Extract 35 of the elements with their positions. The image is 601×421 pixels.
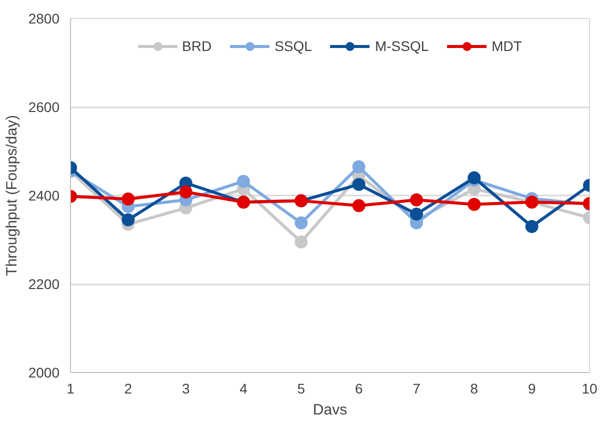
point	[122, 213, 135, 226]
point	[410, 208, 423, 221]
point	[352, 178, 366, 191]
point	[525, 220, 538, 233]
point	[410, 193, 423, 206]
x-tick-label: 3	[182, 380, 190, 396]
legend-label: MDT	[492, 38, 522, 54]
y-tick-label: 2400	[28, 188, 60, 204]
y-tick-label: 2200	[28, 276, 60, 292]
y-tick-label: 2600	[28, 99, 60, 115]
x-tick-label: 10	[582, 380, 598, 396]
y-tick-label: 2000	[28, 364, 60, 380]
x-tick-label: 5	[297, 380, 306, 396]
x-tick-label: 8	[470, 380, 478, 396]
point	[179, 185, 192, 198]
legend-label: SSQL	[274, 38, 312, 54]
x-tick-label: 6	[354, 380, 363, 396]
legend-label: BRD	[182, 38, 212, 54]
y-tick-label: 2800	[28, 10, 60, 26]
point	[294, 235, 308, 248]
point	[468, 171, 481, 184]
point	[468, 198, 481, 211]
x-tick-label: 9	[528, 380, 536, 396]
x-axis-title: Davs	[312, 402, 348, 418]
x-tick-label: 2	[124, 380, 132, 396]
x-tick-label: 7	[412, 380, 421, 396]
legend-label: M-SSQL	[374, 38, 429, 54]
point	[294, 216, 308, 230]
point	[122, 192, 135, 206]
x-tick-label: 4	[240, 380, 248, 396]
point	[237, 174, 250, 188]
point	[352, 199, 366, 212]
y-axis-title: Throughput (Foups/day)	[3, 115, 20, 276]
x-tick-label: 1	[66, 380, 75, 396]
point	[352, 160, 366, 174]
